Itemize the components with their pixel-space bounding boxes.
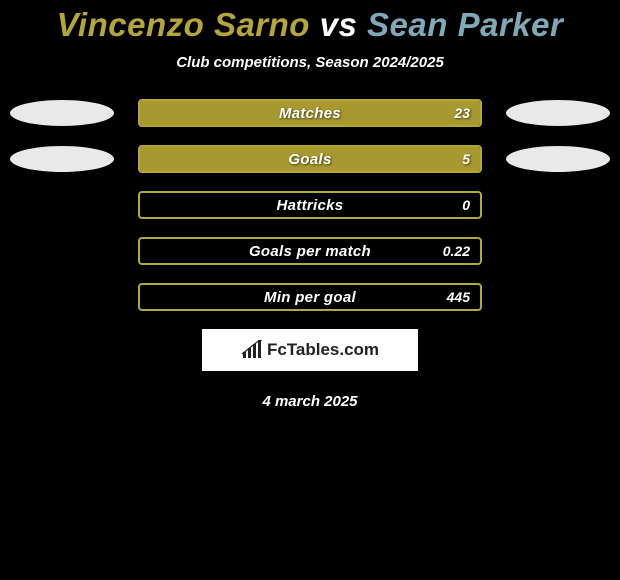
stat-value: 23 (454, 105, 470, 121)
brand-box[interactable]: FcTables.com (202, 329, 418, 371)
vs-word: vs (320, 6, 358, 43)
stat-row: Goals per match 0.22 (0, 237, 620, 265)
stat-bar: Hattricks 0 (138, 191, 482, 219)
stat-label: Min per goal (264, 289, 356, 306)
stat-bar: Matches 23 (138, 99, 482, 127)
comparison-container: Vincenzo Sarno vs Sean Parker Club compe… (0, 0, 620, 410)
stats-area: Matches 23 Goals 5 Hattricks 0 Goals per match… (0, 99, 620, 311)
player1-oval (10, 100, 114, 126)
stat-label: Goals per match (249, 243, 371, 260)
player2-oval (506, 146, 610, 172)
stat-value: 0 (462, 197, 470, 213)
stat-label: Goals (288, 151, 331, 168)
date-line: 4 march 2025 (0, 393, 620, 410)
stat-value: 5 (462, 151, 470, 167)
stat-label: Hattricks (277, 197, 344, 214)
player2-name: Sean Parker (367, 6, 563, 43)
stat-bar: Goals 5 (138, 145, 482, 173)
stat-label: Matches (279, 105, 341, 122)
chart-icon (241, 340, 263, 360)
player1-name: Vincenzo Sarno (57, 6, 310, 43)
player1-oval (10, 146, 114, 172)
stat-bar: Goals per match 0.22 (138, 237, 482, 265)
brand-text: FcTables.com (267, 340, 379, 360)
stat-value: 0.22 (443, 243, 470, 259)
stat-row: Matches 23 (0, 99, 620, 127)
player2-oval (506, 100, 610, 126)
page-title: Vincenzo Sarno vs Sean Parker (0, 6, 620, 44)
stat-row: Hattricks 0 (0, 191, 620, 219)
subtitle: Club competitions, Season 2024/2025 (0, 54, 620, 71)
stat-row: Goals 5 (0, 145, 620, 173)
stat-bar: Min per goal 445 (138, 283, 482, 311)
stat-row: Min per goal 445 (0, 283, 620, 311)
stat-value: 445 (447, 289, 470, 305)
